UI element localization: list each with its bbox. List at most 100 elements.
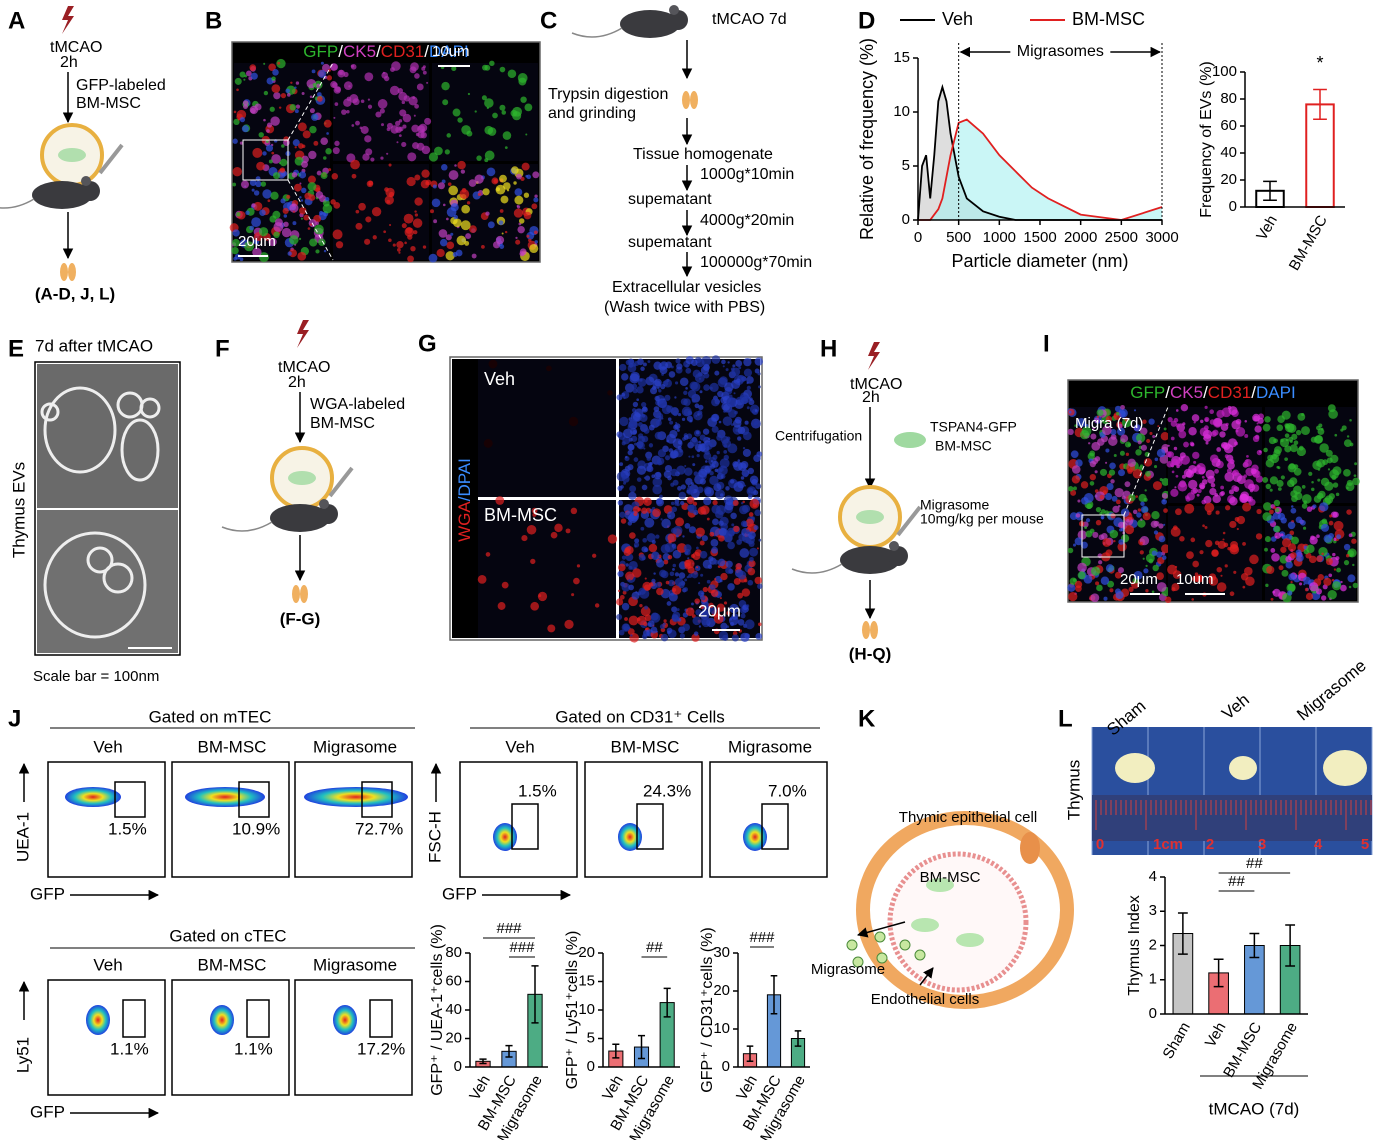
stain-spot bbox=[686, 488, 693, 495]
stain-spot bbox=[1287, 590, 1293, 596]
stain-spot bbox=[624, 617, 628, 621]
stain-spot bbox=[636, 465, 647, 475]
stain-part: CD31 bbox=[1208, 383, 1251, 402]
stain-spot bbox=[738, 366, 742, 370]
stain-spot bbox=[1102, 538, 1112, 547]
label: Thymus EVs bbox=[9, 462, 28, 558]
stain-spot bbox=[404, 227, 414, 237]
y-tick-label: 20 bbox=[445, 1029, 462, 1046]
stain-spot bbox=[1274, 446, 1282, 454]
stain-spot bbox=[1319, 502, 1329, 512]
error-bar bbox=[479, 1058, 487, 1065]
significance: ### bbox=[509, 939, 535, 956]
stain-spot bbox=[1070, 450, 1079, 459]
stain-spot bbox=[389, 85, 400, 96]
stain-spot bbox=[646, 465, 654, 473]
stain-spot bbox=[740, 632, 750, 642]
stain-spot bbox=[1188, 479, 1198, 490]
stain-spot bbox=[667, 511, 676, 520]
stain-spot bbox=[735, 360, 743, 367]
stain-spot bbox=[1124, 417, 1129, 422]
stain-spot bbox=[628, 579, 631, 582]
stain-spot bbox=[1077, 571, 1086, 580]
stain-spot bbox=[739, 394, 750, 405]
stain-spot bbox=[1310, 436, 1317, 443]
stain-spot bbox=[1076, 418, 1087, 428]
stain-spot bbox=[309, 223, 313, 226]
stain-spot bbox=[343, 98, 352, 107]
stain-spot bbox=[286, 92, 291, 97]
stain-spot bbox=[684, 559, 692, 567]
stain-spot bbox=[619, 594, 625, 600]
stain-spot bbox=[1132, 509, 1138, 515]
stain-spot bbox=[1167, 564, 1177, 575]
stain-spot bbox=[676, 543, 687, 553]
stain-spot bbox=[623, 428, 633, 439]
rule bbox=[287, 179, 334, 261]
stain-spot bbox=[632, 430, 637, 435]
stain-spot bbox=[432, 184, 437, 189]
stain-spot bbox=[1068, 410, 1072, 414]
stain-spot bbox=[489, 60, 495, 67]
stain-spot bbox=[631, 591, 640, 600]
stain-spot bbox=[737, 592, 744, 599]
stain-spot bbox=[282, 207, 289, 215]
arrow bbox=[919, 967, 934, 986]
stain-part: DPAI bbox=[455, 458, 474, 496]
cell bbox=[58, 148, 86, 162]
stain-spot bbox=[1086, 503, 1093, 509]
stain-spot bbox=[727, 361, 730, 364]
stain-spot bbox=[446, 133, 452, 138]
y-tick-label: 40 bbox=[1220, 144, 1237, 161]
stain-spot bbox=[1317, 468, 1321, 471]
stain-spot bbox=[679, 628, 682, 631]
stain-spot bbox=[239, 117, 246, 123]
stain-spot bbox=[386, 122, 393, 129]
stain-spot bbox=[291, 203, 296, 207]
stain-spot bbox=[333, 116, 336, 119]
stain-part: CK5 bbox=[343, 42, 376, 61]
stain-spot bbox=[322, 203, 333, 214]
stain-spot bbox=[723, 450, 728, 454]
gate-percent: 1.1% bbox=[234, 1039, 273, 1058]
stain-spot bbox=[622, 590, 627, 595]
gate bbox=[369, 999, 393, 1038]
label: tMCAO bbox=[50, 39, 102, 56]
stain-spot bbox=[1137, 508, 1142, 512]
stain-spot bbox=[1317, 573, 1325, 581]
stain-spot bbox=[270, 116, 280, 126]
stain-spot bbox=[711, 425, 719, 433]
stain-spot bbox=[1096, 584, 1103, 592]
stain-spot bbox=[679, 377, 689, 387]
stain-spot bbox=[672, 410, 679, 417]
stain-spot bbox=[685, 367, 692, 374]
label: GFP-labeled bbox=[76, 77, 166, 94]
stain-spot bbox=[506, 189, 510, 192]
stain-spot bbox=[371, 206, 382, 217]
stain-spot bbox=[1179, 452, 1186, 459]
stain-spot bbox=[710, 538, 719, 547]
x-tick-label: 0 bbox=[914, 229, 922, 246]
stain-spot bbox=[1080, 481, 1089, 489]
stain-spot bbox=[667, 475, 672, 481]
stain-spot bbox=[661, 518, 671, 529]
y-tick-label: 20 bbox=[578, 944, 595, 961]
stain-spot bbox=[685, 607, 695, 616]
stain-spot bbox=[408, 96, 418, 106]
panel-label: C bbox=[540, 7, 557, 34]
stain-spot bbox=[701, 355, 712, 366]
stain-spot bbox=[715, 509, 724, 519]
stain-spot bbox=[699, 540, 705, 546]
stain-spot bbox=[320, 61, 324, 65]
label: Veh bbox=[93, 737, 122, 756]
stain-spot bbox=[1276, 424, 1284, 432]
stain-spot bbox=[380, 123, 385, 127]
label: 1000g*10min bbox=[700, 166, 794, 183]
stain-spot bbox=[445, 251, 455, 261]
stain-spot bbox=[503, 182, 511, 190]
stain-spot bbox=[456, 235, 467, 246]
stain-spot bbox=[350, 64, 357, 70]
stain-spot bbox=[1325, 449, 1333, 457]
stain-spot bbox=[1316, 459, 1326, 468]
stain-spot bbox=[300, 199, 304, 202]
